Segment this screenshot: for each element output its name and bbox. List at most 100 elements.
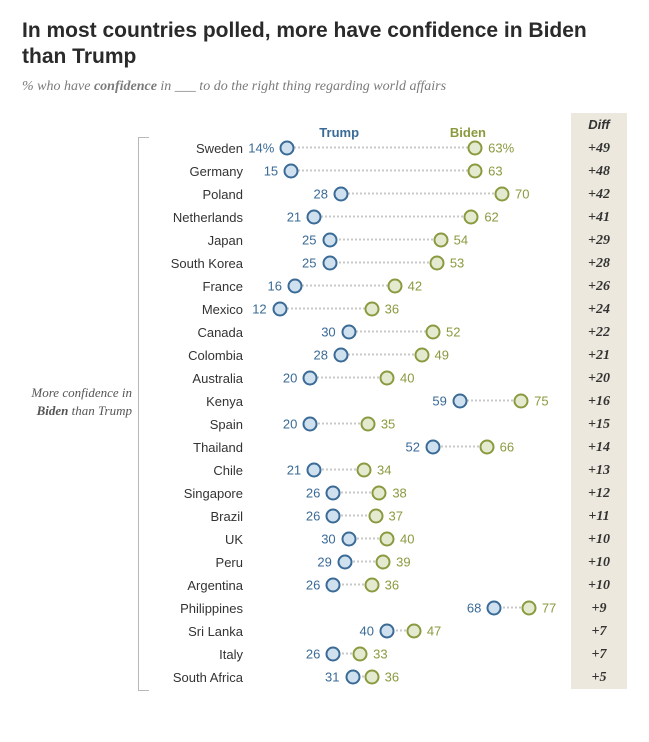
- biden-value: 63: [488, 164, 502, 179]
- trump-value: 25: [302, 256, 316, 271]
- trump-dot: [452, 394, 467, 409]
- country-label: Mexico: [151, 302, 249, 317]
- biden-value: 36: [385, 670, 399, 685]
- biden-dot: [357, 463, 372, 478]
- data-row: France 16 42 +26: [151, 275, 627, 298]
- data-row: Poland 28 70 +42: [151, 183, 627, 206]
- data-row: Sri Lanka 40 47 +7: [151, 620, 627, 643]
- trump-value: 15: [264, 164, 278, 179]
- trump-dot: [380, 624, 395, 639]
- diff-value: +41: [571, 206, 627, 229]
- biden-dot: [433, 233, 448, 248]
- dot-plot: 30 52: [249, 321, 571, 344]
- data-row: Spain 20 35 +15: [151, 413, 627, 436]
- dot-plot: 15 63: [249, 160, 571, 183]
- biden-value: 63%: [488, 141, 514, 156]
- trump-dot: [341, 325, 356, 340]
- connector-line: [330, 239, 441, 242]
- trump-dot: [288, 279, 303, 294]
- dot-plot: 31 36: [249, 666, 571, 689]
- trump-dot: [303, 371, 318, 386]
- diff-value: +21: [571, 344, 627, 367]
- data-row: South Africa 31 36 +5: [151, 666, 627, 689]
- biden-value: 36: [385, 578, 399, 593]
- connector-line: [330, 262, 437, 265]
- trump-value: 28: [314, 187, 328, 202]
- diff-value: +29: [571, 229, 627, 252]
- country-label: Kenya: [151, 394, 249, 409]
- trump-value: 26: [306, 486, 320, 501]
- trump-value: 25: [302, 233, 316, 248]
- data-row: UK 30 40 +10: [151, 528, 627, 551]
- biden-value: 38: [392, 486, 406, 501]
- trump-value: 26: [306, 509, 320, 524]
- country-label: Colombia: [151, 348, 249, 363]
- diff-value: +24: [571, 298, 627, 321]
- diff-value: +11: [571, 505, 627, 528]
- biden-dot: [426, 325, 441, 340]
- trump-value: 29: [317, 555, 331, 570]
- dot-plot: 25 54: [249, 229, 571, 252]
- trump-value: 26: [306, 647, 320, 662]
- dot-plot: 52 66: [249, 436, 571, 459]
- biden-dot: [521, 601, 536, 616]
- data-row: Kenya 59 75 +16: [151, 390, 627, 413]
- data-row: Peru 29 39 +10: [151, 551, 627, 574]
- data-row: Chile 21 34 +13: [151, 459, 627, 482]
- country-label: Argentina: [151, 578, 249, 593]
- trump-value: 28: [314, 348, 328, 363]
- chart-title: In most countries polled, more have conf…: [22, 18, 627, 71]
- trump-dot: [487, 601, 502, 616]
- data-row: Canada 30 52 +22: [151, 321, 627, 344]
- dot-plot: 26 37: [249, 505, 571, 528]
- country-label: Brazil: [151, 509, 249, 524]
- trump-value: 52: [406, 440, 420, 455]
- subtitle-post: in ___ to do the right thing regarding w…: [157, 79, 446, 94]
- data-row: Italy 26 33 +7: [151, 643, 627, 666]
- trump-dot: [326, 647, 341, 662]
- biden-value: 33: [373, 647, 387, 662]
- trump-dot: [284, 164, 299, 179]
- dot-plot: 26 38: [249, 482, 571, 505]
- trump-value: 21: [287, 463, 301, 478]
- header-row: Trump Biden Diff: [151, 113, 627, 137]
- biden-value: 62: [484, 210, 498, 225]
- connector-line: [291, 170, 475, 173]
- data-row: South Korea 25 53 +28: [151, 252, 627, 275]
- connector-line: [310, 377, 387, 380]
- biden-dot: [495, 187, 510, 202]
- dot-plot: 20 40: [249, 367, 571, 390]
- trump-value: 30: [321, 325, 335, 340]
- trump-dot: [303, 417, 318, 432]
- data-row: Thailand 52 66 +14: [151, 436, 627, 459]
- biden-value: 42: [408, 279, 422, 294]
- country-label: Chile: [151, 463, 249, 478]
- trump-dot: [326, 486, 341, 501]
- country-label: Japan: [151, 233, 249, 248]
- biden-dot: [353, 647, 368, 662]
- connector-line: [310, 423, 368, 426]
- trump-value: 59: [432, 394, 446, 409]
- diff-value: +9: [571, 597, 627, 620]
- diff-value: +13: [571, 459, 627, 482]
- header-diff: Diff: [571, 113, 627, 137]
- group-label: More confidence in Biden than Trump: [22, 113, 138, 691]
- data-row: Japan 25 54 +29: [151, 229, 627, 252]
- country-label: Poland: [151, 187, 249, 202]
- data-row: Sweden 14% 63% +49: [151, 137, 627, 160]
- trump-value: 68: [467, 601, 481, 616]
- diff-value: +26: [571, 275, 627, 298]
- data-row: Mexico 12 36 +24: [151, 298, 627, 321]
- biden-value: 53: [450, 256, 464, 271]
- chart-subtitle: % who have confidence in ___ to do the r…: [22, 79, 627, 95]
- biden-dot: [360, 417, 375, 432]
- trump-dot: [322, 256, 337, 271]
- diff-value: +7: [571, 643, 627, 666]
- country-label: Spain: [151, 417, 249, 432]
- dot-plot: 12 36: [249, 298, 571, 321]
- side-label-post: than Trump: [68, 403, 132, 418]
- diff-value: +49: [571, 137, 627, 160]
- biden-value: 40: [400, 371, 414, 386]
- biden-dot: [387, 279, 402, 294]
- dot-plot: 14% 63%: [249, 137, 571, 160]
